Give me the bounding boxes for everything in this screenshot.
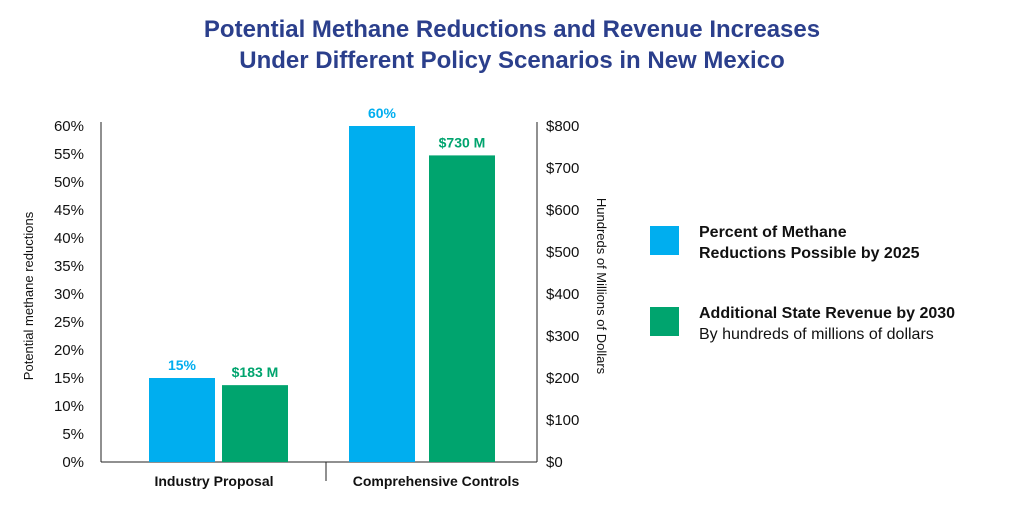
- y-right-tick-label: $700: [546, 160, 579, 177]
- legend-swatch-revenue: [650, 307, 679, 336]
- y-right-tick-label: $300: [546, 328, 579, 345]
- data-label-methane-0: 15%: [168, 357, 197, 373]
- y-left-tick-label: 60%: [54, 118, 84, 135]
- x-category-label: Industry Proposal: [154, 473, 273, 489]
- y-right-tick-label: $0: [546, 454, 563, 471]
- legend-swatch-methane: [650, 226, 679, 255]
- y-right-tick-label: $100: [546, 412, 579, 429]
- chart-title-line-1: Potential Methane Reductions and Revenue…: [203, 16, 821, 43]
- legend-revenue-line-1: Additional State Revenue by 2030: [699, 305, 956, 322]
- y-left-tick-label: 0%: [62, 454, 84, 471]
- data-label-revenue-0: $183 M: [232, 364, 279, 380]
- data-label-revenue-1: $730 M: [439, 134, 486, 150]
- legend-methane-line-1: Percent of Methane: [699, 224, 847, 241]
- y-left-tick-label: 55%: [54, 146, 84, 163]
- y-left-tick-label: 20%: [54, 342, 84, 359]
- y-left-tick-label: 35%: [54, 258, 84, 275]
- bar-revenue-0: [222, 385, 288, 462]
- y-axis-right-title: Hundreds of Millions of Dollars: [594, 198, 609, 375]
- x-category-label: Comprehensive Controls: [353, 473, 520, 489]
- y-left-tick-label: 40%: [54, 230, 84, 247]
- legend-revenue-line-2: By hundreds of millions of dollars: [699, 326, 934, 343]
- y-axis-left-title: Potential methane reductions: [21, 211, 36, 380]
- legend-methane-line-2: Reductions Possible by 2025: [699, 245, 920, 262]
- y-left-tick-label: 15%: [54, 370, 84, 387]
- data-label-methane-1: 60%: [368, 105, 397, 121]
- y-left-tick-label: 45%: [54, 202, 84, 219]
- y-left-tick-label: 10%: [54, 398, 84, 415]
- chart-title-line-2: Under Different Policy Scenarios in New …: [239, 47, 785, 74]
- bar-methane-1: [349, 126, 415, 462]
- legend-text-revenue: Additional State Revenue by 2030 By hund…: [699, 303, 955, 345]
- y-left-tick-label: 50%: [54, 174, 84, 191]
- y-right-tick-label: $600: [546, 202, 579, 219]
- legend-text-methane: Percent of Methane Reductions Possible b…: [699, 222, 920, 264]
- y-left-tick-label: 5%: [62, 426, 84, 443]
- y-left-tick-label: 25%: [54, 314, 84, 331]
- bar-revenue-1: [429, 155, 495, 462]
- y-right-tick-label: $200: [546, 370, 579, 387]
- y-right-tick-label: $400: [546, 286, 579, 303]
- y-right-tick-label: $500: [546, 244, 579, 261]
- chart-title: Potential Methane Reductions and Revenue…: [0, 14, 1024, 76]
- y-right-tick-label: $800: [546, 118, 579, 135]
- bar-methane-0: [149, 378, 215, 462]
- y-left-tick-label: 30%: [54, 286, 84, 303]
